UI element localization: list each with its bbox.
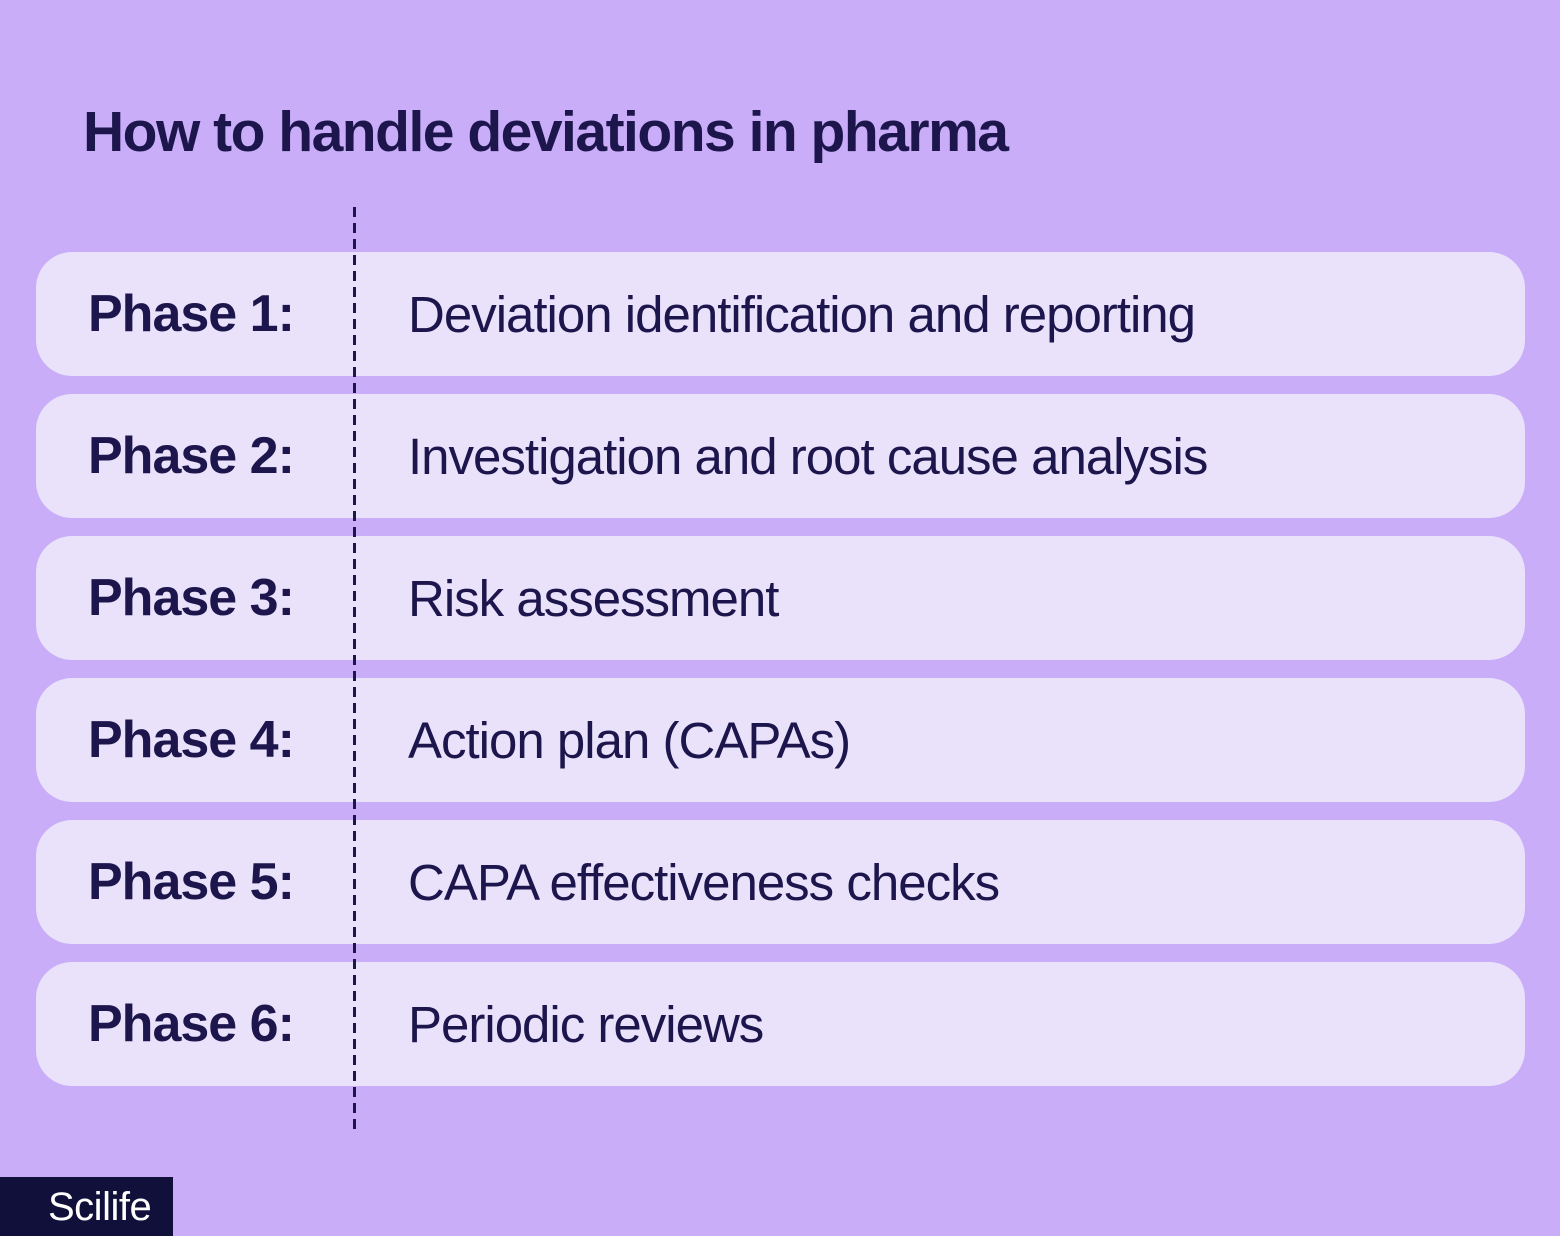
phase-description: Investigation and root cause analysis [408,427,1208,485]
phase-row-2: Phase 2: Investigation and root cause an… [36,394,1525,518]
phase-row-6: Phase 6: Periodic reviews [36,962,1525,1086]
phase-label: Phase 6: [88,995,295,1053]
phase-row-3: Phase 3: Risk assessment [36,536,1525,660]
scilife-logo: Scilife [0,1177,173,1236]
phase-label: Phase 3: [88,569,295,627]
phase-label: Phase 2: [88,427,295,485]
phase-list: Phase 1: Deviation identification and re… [36,252,1525,1104]
phase-description: Risk assessment [408,569,779,627]
phase-row-5: Phase 5: CAPA effectiveness checks [36,820,1525,944]
phase-description: CAPA effectiveness checks [408,853,1000,911]
phase-label: Phase 4: [88,711,295,769]
scilife-logo-text: Scilife [48,1184,152,1229]
phase-row-4: Phase 4: Action plan (CAPAs) [36,678,1525,802]
phase-label: Phase 1: [88,285,295,343]
divider-dashed-line [353,207,356,1132]
phase-description: Deviation identification and reporting [408,285,1196,343]
phase-description: Periodic reviews [408,995,764,1053]
phase-label: Phase 5: [88,853,295,911]
phase-row-1: Phase 1: Deviation identification and re… [36,252,1525,376]
page-title: How to handle deviations in pharma [83,100,1009,164]
phase-description: Action plan (CAPAs) [408,711,851,769]
